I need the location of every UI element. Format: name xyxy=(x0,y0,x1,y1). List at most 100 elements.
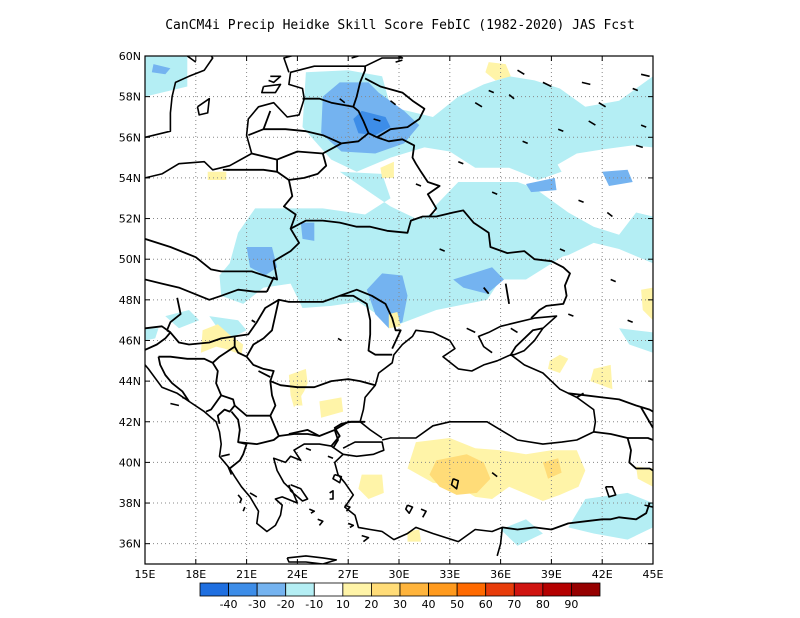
coastline xyxy=(170,402,180,407)
skill-region-10 xyxy=(319,397,344,418)
country-border xyxy=(166,329,171,334)
coastline xyxy=(342,441,385,458)
country-border xyxy=(157,356,190,402)
country-border xyxy=(352,66,367,108)
colorbar-label: 90 xyxy=(564,598,578,611)
country-border xyxy=(245,294,393,358)
skill-region-minus20 xyxy=(300,222,315,241)
coastline xyxy=(640,124,647,128)
coastline xyxy=(227,466,233,475)
skill-region-10 xyxy=(380,161,394,178)
colorbar-label: 60 xyxy=(479,598,493,611)
lon-tick-label: 42E xyxy=(592,568,613,581)
lon-tick-label: 24E xyxy=(287,568,308,581)
country-border xyxy=(288,428,320,437)
coastline xyxy=(640,73,650,78)
colorbar-label: 70 xyxy=(507,598,521,611)
country-border xyxy=(576,392,585,399)
lat-tick-label: 42N xyxy=(119,416,141,429)
country-border xyxy=(593,431,653,441)
map-title: CanCM4i Precip Heidke Skill Score FebIC … xyxy=(165,18,635,33)
coastline xyxy=(347,522,355,529)
country-border xyxy=(251,319,256,323)
coastline xyxy=(308,508,316,514)
skill-field-layer xyxy=(145,56,653,546)
coastline xyxy=(221,453,230,458)
coastline xyxy=(606,211,613,218)
coastline xyxy=(389,100,397,106)
country-border xyxy=(145,278,267,301)
colorbar-swatch xyxy=(485,582,515,597)
country-border xyxy=(502,502,651,531)
coastline xyxy=(508,93,515,100)
colorbar-label: 50 xyxy=(450,598,464,611)
skill-region-minus10 xyxy=(165,310,200,329)
colorbar-label: 10 xyxy=(336,598,350,611)
country-border xyxy=(166,297,182,331)
coastline xyxy=(491,471,498,478)
coastline xyxy=(466,327,476,334)
skill-region-minus20 xyxy=(526,177,557,193)
lon-tick-label: 21E xyxy=(236,568,257,581)
coastline xyxy=(242,506,246,512)
country-border xyxy=(266,179,301,293)
coastline xyxy=(249,492,258,498)
colorbar-swatch xyxy=(313,582,344,597)
colorbar-label: 30 xyxy=(393,598,407,611)
colorbar-label: -20 xyxy=(277,598,295,611)
lat-tick-label: 56N xyxy=(119,131,141,144)
lon-tick-label: 27E xyxy=(338,568,359,581)
colorbar-swatch xyxy=(256,582,287,597)
skill-region-minus10 xyxy=(209,316,247,341)
lat-tick-label: 36N xyxy=(119,538,141,551)
lat-tick-label: 50N xyxy=(119,253,141,266)
coastline xyxy=(474,102,483,108)
country-border xyxy=(568,392,653,413)
coastline xyxy=(286,555,338,564)
country-border xyxy=(158,355,223,413)
country-border xyxy=(276,150,323,161)
lat-tick-label: 54N xyxy=(119,172,141,185)
skill-region-10 xyxy=(294,393,303,406)
colorbar-swatch xyxy=(199,582,229,597)
colorbar-label: 80 xyxy=(536,598,550,611)
skill-region-minus10 xyxy=(432,182,653,264)
coastline xyxy=(559,248,566,252)
lat-tick-label: 40N xyxy=(119,456,141,469)
coastline xyxy=(359,329,597,445)
lon-tick-label: 39E xyxy=(541,568,562,581)
colorbar-label: -10 xyxy=(305,598,323,611)
skill-region-20 xyxy=(429,454,491,495)
country-border-layer xyxy=(145,66,653,531)
country-border xyxy=(229,411,248,470)
skill-region-minus10 xyxy=(500,519,543,546)
lon-tick-label: 18E xyxy=(185,568,206,581)
coastline xyxy=(332,473,343,484)
country-border xyxy=(216,394,236,424)
coastline xyxy=(450,477,460,490)
colorbar-swatch xyxy=(399,582,429,597)
colorbar-swatch xyxy=(456,582,487,597)
coastline xyxy=(522,140,529,145)
lat-tick-label: 60N xyxy=(119,50,141,63)
skill-region-minus10 xyxy=(500,149,562,180)
country-border xyxy=(226,168,290,181)
country-border xyxy=(504,283,510,305)
coastline xyxy=(260,83,282,94)
lat-tick-label: 38N xyxy=(119,497,141,510)
skill-region-10 xyxy=(358,474,384,499)
colorbar-swatch xyxy=(571,582,601,597)
coastline xyxy=(317,518,324,526)
coastline xyxy=(145,363,504,557)
country-border xyxy=(262,110,272,130)
coastline xyxy=(581,81,591,86)
lat-tick-label: 44N xyxy=(119,375,141,388)
coastline xyxy=(488,89,495,94)
coastline xyxy=(305,447,312,451)
coastline xyxy=(517,69,525,75)
colorbar-swatch xyxy=(285,582,315,597)
colorbar-label: -40 xyxy=(220,598,238,611)
skill-region-minus10 xyxy=(568,492,653,540)
country-border xyxy=(640,407,653,429)
